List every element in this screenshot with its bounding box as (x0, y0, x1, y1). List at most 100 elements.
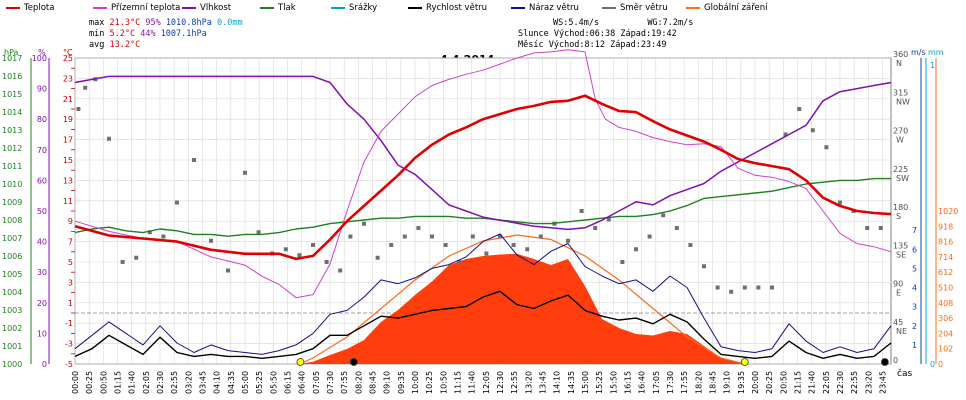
wind-gust-max: WG:7.2m/s (647, 18, 694, 28)
direction-tick-label: 270 (893, 127, 908, 136)
legend-label: Směr větru (620, 3, 668, 13)
x-tick-label: 14:10 (553, 371, 562, 394)
humidity-tick-label: 80 (37, 115, 47, 124)
x-tick-label: 00:00 (71, 371, 80, 394)
wind-direction-point (783, 132, 788, 137)
direction-tick-label: E (896, 289, 901, 298)
humidity-tick-label: 20 (37, 299, 47, 308)
wind-tick-label: 4 (912, 284, 917, 293)
x-tick-label: 18:45 (709, 371, 718, 394)
stats-avg-temp: 13.2°C (109, 40, 141, 50)
wind-direction-point (297, 253, 302, 258)
legend-swatch (602, 6, 616, 9)
direction-tick-label: SE (896, 250, 906, 259)
legend-item-radiation: Globální záření (686, 3, 768, 15)
wind-direction-point (620, 260, 625, 264)
radiation-tick-label: 612 (938, 268, 953, 277)
x-tick-label: 07:05 (312, 371, 321, 394)
x-tick-label: 12:05 (482, 371, 491, 394)
wind-direction-point (83, 85, 88, 90)
direction-tick-label: 360 (893, 50, 908, 59)
pressure-tick-label: 1011 (2, 162, 22, 171)
pressure-tick-label: 1004 (2, 288, 22, 297)
wind-direction-point (674, 226, 679, 230)
x-tick-label: 08:45 (369, 371, 378, 394)
astro-wind-row: WS:5.4m/s WG:7.2m/s (553, 18, 693, 28)
legend-swatch (511, 6, 525, 9)
x-tick-label: 20:25 (765, 371, 774, 394)
moon-label: Měsíc (518, 40, 544, 50)
wind-direction-point (147, 230, 152, 235)
legend-label: Rychlost větru (426, 3, 488, 13)
series-humidity-line (74, 75, 892, 231)
pressure-tick-label: 1002 (2, 324, 22, 333)
wind-direction-point (175, 200, 179, 205)
wind-speed-avg: WS:5.4m/s (553, 18, 600, 28)
pressure-tick-label: 1006 (2, 252, 22, 261)
wind-tick-label: 5 (912, 264, 917, 273)
sunset-time: Západ:19:42 (620, 29, 677, 39)
temp-tick-label: 7 (68, 238, 73, 247)
radiation-tick-label: 816 (938, 238, 953, 247)
humidity-tick-label: 30 (37, 268, 47, 277)
wind-direction-point (76, 107, 81, 111)
wind-direction-point (647, 234, 652, 239)
humidity-axis-unit: % (38, 48, 46, 57)
x-tick-label: 02:05 (142, 371, 151, 394)
x-tick-label: 11:40 (468, 371, 477, 394)
series-pressure-line (74, 177, 891, 237)
wind-direction-point (729, 289, 734, 294)
temp-tick-label: 17 (63, 136, 73, 145)
wind-tick-label: 6 (912, 245, 917, 254)
direction-tick-label: 0 (893, 356, 898, 365)
x-tick-label: 16:15 (624, 371, 633, 394)
temp-tick-label: 21 (63, 95, 73, 104)
radiation-tick-label: 714 (938, 253, 953, 262)
x-tick-label: 11:15 (454, 371, 463, 394)
x-tick-label: 18:20 (694, 371, 703, 394)
stats-max-label: max (89, 18, 105, 28)
humidity-tick-label: 70 (37, 146, 47, 155)
wind-direction-point (606, 217, 611, 222)
temp-tick-label: 5 (68, 258, 73, 267)
x-tick-label: 03:20 (184, 371, 193, 394)
moonrise-time: Východ:8:12 (548, 40, 606, 50)
humidity-tick-label: 10 (37, 329, 47, 338)
astro-marker (349, 358, 358, 366)
wind-direction-point (484, 251, 489, 256)
x-tick-label: 17:05 (652, 371, 661, 394)
wind-direction-point (375, 255, 380, 260)
temp-tick-label: -5 (65, 360, 73, 369)
direction-tick-label: 135 (893, 241, 908, 250)
wind-direction-point (756, 285, 761, 290)
temp-tick-label: 13 (63, 176, 73, 185)
wind-direction-point (443, 243, 448, 247)
temp-tick-label: 11 (63, 197, 73, 206)
stats-min-row: min 5.2°C 44% 1007.1hPa (89, 29, 207, 39)
x-tick-label: 10:00 (411, 371, 420, 394)
stats-max-pressure: 1010.8hPa (165, 18, 212, 28)
x-tick-label: 22:05 (822, 371, 831, 394)
wind-direction-point (430, 234, 434, 239)
pressure-axis-unit: hPa (4, 48, 19, 57)
wind-direction-point (311, 243, 315, 247)
series-radiation-area (299, 253, 745, 364)
temp-tick-label: -3 (65, 340, 73, 349)
direction-tick-label: 180 (893, 203, 908, 212)
x-tick-label: 23:20 (864, 371, 873, 394)
legend-label: Teplota (24, 3, 55, 13)
x-tick-label: 07:55 (340, 371, 349, 394)
wind-direction-point (566, 238, 570, 243)
wind-direction-point (797, 107, 802, 111)
wind-direction-point (702, 264, 706, 269)
rain-axis-unit: mm (928, 48, 944, 57)
legend-swatch (6, 6, 20, 9)
wind-direction-point (107, 136, 111, 141)
direction-tick-label: NE (896, 327, 907, 336)
direction-tick-label: SW (896, 174, 909, 183)
astro-marker (296, 358, 305, 366)
wind-direction-point (688, 243, 693, 247)
legend-swatch (331, 6, 345, 9)
x-tick-label: 17:30 (666, 371, 675, 394)
